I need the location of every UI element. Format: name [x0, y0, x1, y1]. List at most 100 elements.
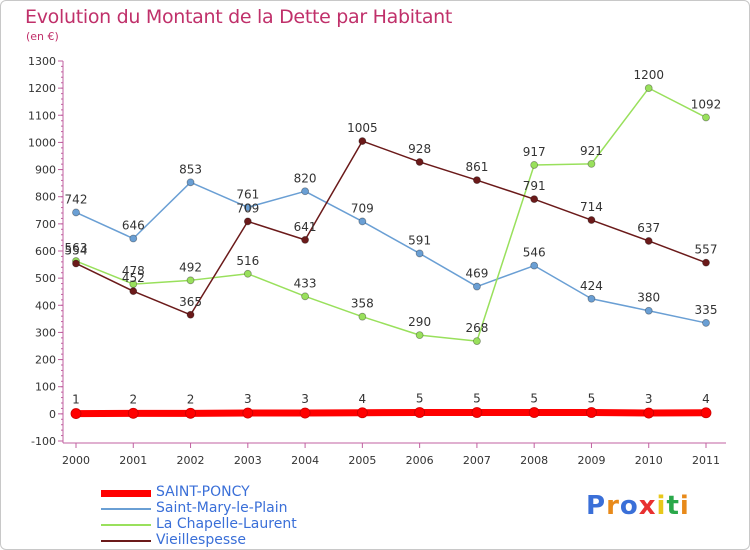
y-tick-label: 600 — [35, 245, 56, 258]
data-label: 591 — [408, 233, 431, 247]
data-label: 365 — [179, 295, 202, 309]
logo-letter: r — [606, 491, 620, 521]
x-tick-label: 2005 — [348, 454, 376, 467]
data-label: 5 — [416, 392, 424, 406]
x-tick-label: 2009 — [577, 454, 605, 467]
data-label: 424 — [580, 279, 603, 293]
data-point — [471, 407, 483, 418]
data-label: 637 — [637, 221, 660, 235]
data-point — [587, 216, 596, 224]
legend-swatch — [101, 524, 151, 526]
data-label: 2 — [129, 392, 137, 406]
data-label: 917 — [523, 145, 546, 159]
data-point — [356, 407, 368, 419]
data-point — [530, 261, 539, 270]
data-point — [301, 187, 309, 196]
data-label: 290 — [408, 315, 431, 329]
data-point — [644, 237, 653, 245]
data-point — [644, 306, 653, 315]
x-tick-label: 2008 — [520, 454, 548, 467]
data-label: 709 — [236, 201, 259, 215]
data-point — [299, 407, 311, 419]
y-tick-label: 700 — [35, 218, 56, 231]
data-label: 1 — [72, 393, 80, 407]
data-point — [358, 312, 367, 321]
legend-label: La Chapelle-Laurent — [156, 516, 297, 532]
y-tick-label: 400 — [35, 299, 56, 312]
data-label: 714 — [580, 200, 603, 214]
x-tick-label: 2004 — [291, 454, 319, 467]
logo-letter: o — [619, 491, 639, 521]
legend-swatch — [101, 508, 151, 510]
y-tick-label: 900 — [35, 164, 56, 177]
data-label: 563 — [65, 241, 88, 255]
y-tick-label: 1000 — [28, 136, 56, 149]
data-label: 5 — [530, 392, 538, 406]
y-tick-label: 100 — [35, 381, 56, 394]
data-point — [72, 208, 80, 217]
y-tick-label: 0 — [49, 408, 56, 421]
unit-label: (en €) — [26, 30, 59, 43]
data-label: 557 — [695, 243, 718, 257]
legend-label: Vieillespesse — [156, 532, 247, 548]
data-point — [702, 319, 710, 327]
data-label: 5 — [473, 392, 481, 406]
data-point — [530, 161, 539, 169]
y-tick-label: 500 — [35, 272, 56, 285]
data-label: 492 — [179, 260, 202, 274]
proxiti-logo: Proxiti — [586, 491, 690, 521]
data-point — [415, 158, 424, 166]
data-point — [415, 249, 424, 258]
x-tick-label: 2002 — [177, 454, 205, 467]
y-tick-label: 1300 — [28, 55, 56, 68]
data-label: 3 — [301, 392, 309, 406]
data-point — [358, 137, 367, 145]
y-tick-label: 800 — [35, 191, 56, 204]
data-point — [415, 331, 424, 340]
logo-letter: i — [656, 491, 667, 521]
data-point — [473, 176, 481, 185]
data-point — [700, 407, 712, 419]
data-label: 268 — [465, 321, 488, 335]
data-point — [587, 159, 596, 168]
data-label: 433 — [294, 276, 317, 290]
data-point — [186, 310, 195, 319]
data-label: 853 — [179, 162, 202, 176]
data-point — [702, 258, 710, 267]
legend-swatch — [101, 540, 151, 542]
data-label: 742 — [65, 192, 88, 206]
logo-letter: P — [586, 491, 607, 521]
data-label: 2 — [187, 392, 195, 406]
data-label: 1005 — [347, 121, 378, 135]
data-point — [186, 276, 195, 285]
data-label: 820 — [294, 171, 317, 185]
data-point — [186, 178, 195, 187]
data-point — [129, 234, 138, 243]
x-tick-label: 2010 — [635, 454, 663, 467]
data-point — [243, 203, 252, 212]
x-tick-label: 2006 — [406, 454, 434, 467]
data-label: 478 — [122, 264, 145, 278]
data-label: 1200 — [633, 68, 664, 82]
data-point — [414, 407, 426, 418]
data-label: 358 — [351, 297, 374, 311]
data-point — [473, 282, 481, 291]
data-label: 646 — [122, 219, 145, 233]
data-point — [72, 259, 80, 268]
legend-label: Saint-Mary-le-Plain — [156, 500, 288, 516]
series-line — [72, 409, 710, 418]
series-line — [75, 140, 707, 316]
data-label: 4 — [702, 392, 710, 406]
data-point — [127, 407, 139, 419]
data-label: 709 — [351, 201, 374, 215]
x-tick-label: 2007 — [463, 454, 491, 467]
data-point — [129, 280, 138, 289]
data-point — [643, 407, 655, 419]
logo-letter: x — [638, 491, 657, 521]
logo-letter: t — [666, 491, 680, 521]
data-point — [530, 195, 539, 204]
y-tick-label: -100 — [31, 435, 56, 448]
data-label: 1092 — [691, 97, 722, 111]
data-point — [473, 337, 481, 346]
data-point — [70, 408, 82, 419]
